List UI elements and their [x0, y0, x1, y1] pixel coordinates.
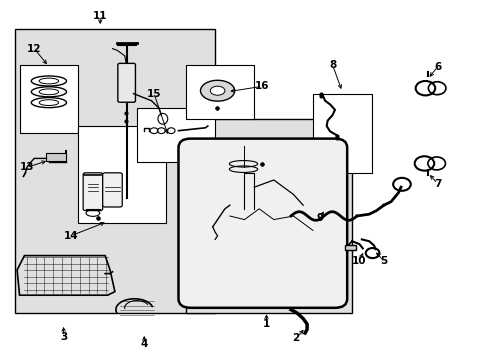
Bar [46, 153, 66, 161]
Text: 3: 3 [60, 332, 67, 342]
Text: 7: 7 [433, 179, 441, 189]
Text: 12: 12 [27, 44, 41, 54]
Text: 8: 8 [328, 60, 335, 70]
Bar [312, 94, 371, 173]
Bar [185, 65, 254, 119]
Text: 15: 15 [146, 89, 161, 99]
Text: 16: 16 [254, 81, 268, 91]
Bar [345, 245, 355, 250]
Ellipse shape [200, 80, 234, 101]
Text: 2: 2 [292, 333, 299, 343]
Bar [78, 126, 166, 223]
FancyBboxPatch shape [102, 173, 122, 207]
Bar [137, 108, 215, 162]
Text: 6: 6 [433, 62, 440, 72]
Ellipse shape [210, 86, 224, 95]
Text: 14: 14 [63, 231, 78, 241]
Bar [185, 119, 351, 313]
Text: 13: 13 [20, 162, 34, 172]
Text: 9: 9 [316, 213, 323, 223]
Text: 5: 5 [380, 256, 386, 266]
Text: 10: 10 [351, 256, 366, 266]
Text: 1: 1 [263, 319, 269, 329]
Text: 11: 11 [93, 11, 107, 21]
Text: 4: 4 [140, 339, 148, 349]
Bar [20, 65, 78, 133]
FancyBboxPatch shape [83, 173, 102, 211]
FancyBboxPatch shape [178, 139, 346, 308]
Bar [15, 29, 215, 313]
FancyBboxPatch shape [118, 63, 135, 102]
